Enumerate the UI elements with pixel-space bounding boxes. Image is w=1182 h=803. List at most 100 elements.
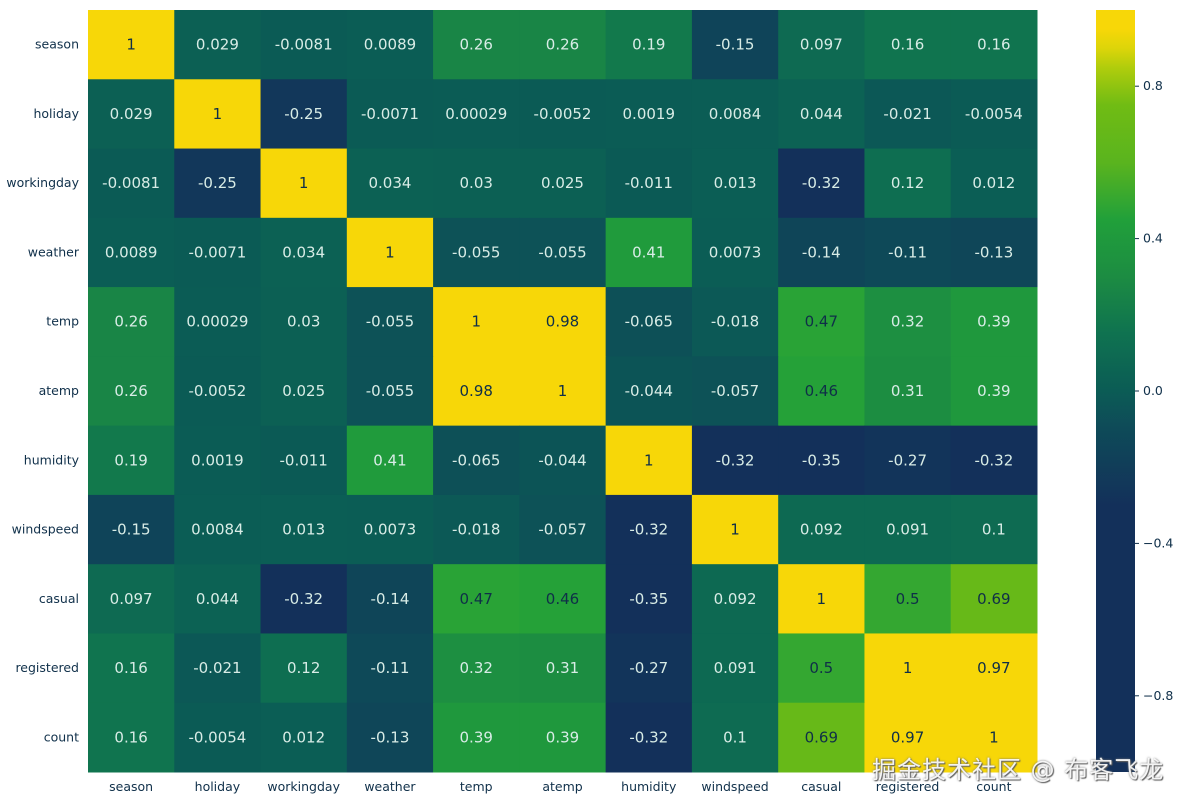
cell-value-label: 1 [385, 243, 395, 261]
cell-value-label: -0.14 [371, 590, 410, 608]
heatmap-cell-registered-temp [433, 633, 520, 704]
cell-value-label: 0.044 [800, 105, 843, 123]
cell-value-label: 0.41 [373, 451, 406, 469]
cell-value-label: -0.27 [888, 451, 927, 469]
heatmap-cell-casual-windspeed [691, 564, 779, 634]
heatmap-cell-windspeed-count [950, 494, 1038, 565]
cell-value-label: 0.32 [460, 659, 493, 677]
cell-value-label: -0.044 [538, 451, 586, 469]
cell-value-label: -0.11 [371, 659, 410, 677]
cell-value-label: 1 [644, 451, 654, 469]
cell-value-label: 0.16 [977, 36, 1010, 54]
heatmap-cell-humidity-workingday [260, 425, 348, 496]
heatmap-cell-atemp-casual [778, 356, 865, 427]
heatmap-cell-casual-holiday [174, 564, 262, 634]
cell-value-label: 0.26 [114, 313, 147, 331]
cell-value-label: 0.16 [114, 728, 147, 746]
heatmap-cell-workingday-holiday [174, 148, 262, 219]
heatmap-cell-count-weather [346, 702, 434, 773]
heatmap-cell-weather-workingday [260, 217, 348, 288]
cell-value-label: -0.0054 [965, 105, 1023, 123]
cell-value-label: 0.46 [546, 590, 579, 608]
heatmap-cell-season-windspeed [691, 10, 779, 80]
heatmap-cell-weather-temp [433, 217, 520, 288]
heatmap-cell-atemp-temp [433, 356, 520, 427]
cell-value-label: -0.35 [802, 451, 841, 469]
heatmap-cell-weather-count [950, 217, 1038, 288]
heatmap-cell-humidity-season [88, 425, 175, 496]
cell-value-label: 0.16 [114, 659, 147, 677]
heatmap-cell-count-humidity [605, 702, 693, 773]
cell-value-label: 1 [213, 105, 223, 123]
cell-value-label: 0.097 [110, 590, 153, 608]
cell-value-label: -0.065 [625, 313, 673, 331]
heatmap-cell-season-weather [346, 10, 434, 80]
cell-value-label: -0.011 [625, 174, 673, 192]
cell-value-label: 0.41 [632, 243, 665, 261]
cell-value-label: 0.16 [891, 36, 924, 54]
y-tick-label: count [44, 729, 79, 744]
y-tick-label: workingday [6, 175, 79, 190]
heatmap-cell-season-season [88, 10, 175, 80]
x-tick-label: windspeed [701, 779, 768, 794]
heatmap-cell-holiday-atemp [519, 79, 607, 150]
heatmap-cell-casual-weather [346, 564, 434, 634]
cell-value-label: 0.98 [546, 313, 579, 331]
heatmap-cell-season-temp [433, 10, 520, 80]
heatmap-cell-windspeed-casual [778, 494, 865, 565]
cell-value-label: 1 [126, 36, 136, 54]
cell-value-label: -0.021 [193, 659, 241, 677]
heatmap-cell-temp-weather [346, 287, 434, 357]
cell-value-label: -0.044 [625, 382, 673, 400]
heatmap-cell-weather-season [88, 217, 175, 288]
heatmap-cell-holiday-workingday [260, 79, 348, 150]
heatmap-cell-workingday-windspeed [691, 148, 779, 219]
heatmap-cell-count-count [950, 702, 1038, 773]
heatmap-cell-season-holiday [174, 10, 262, 80]
heatmap-cell-atemp-weather [346, 356, 434, 427]
heatmap-cell-weather-atemp [519, 217, 607, 288]
cell-value-label: 0.31 [546, 659, 579, 677]
cell-value-label: 0.47 [460, 590, 493, 608]
y-tick-label: windspeed [12, 522, 79, 537]
heatmap-cell-casual-workingday [260, 564, 348, 634]
heatmap-cell-casual-atemp [519, 564, 607, 634]
heatmap-cell-season-workingday [260, 10, 348, 80]
cell-value-label: -0.32 [629, 521, 668, 539]
heatmap-cell-count-holiday [174, 702, 262, 773]
cell-value-label: 0.47 [805, 313, 838, 331]
cell-value-label: 0.69 [805, 728, 838, 746]
cell-value-label: 0.12 [891, 174, 924, 192]
heatmap-cell-atemp-workingday [260, 356, 348, 427]
heatmap-cell-weather-weather [346, 217, 434, 288]
cell-value-label: 0.19 [114, 451, 147, 469]
colorbar-gradient [1096, 10, 1135, 772]
heatmap-cell-windspeed-season [88, 494, 175, 565]
heatmap-cell-windspeed-humidity [605, 494, 693, 565]
cell-value-label: -0.0054 [188, 728, 246, 746]
cell-value-label: 0.5 [809, 659, 833, 677]
cell-value-label: 0.034 [282, 243, 325, 261]
heatmap-cell-temp-windspeed [691, 287, 779, 357]
cell-value-label: -0.32 [284, 590, 323, 608]
heatmap-cell-workingday-season [88, 148, 175, 219]
heatmap-cell-weather-registered [864, 217, 952, 288]
heatmap-cell-count-registered [864, 702, 952, 773]
cell-value-label: 1 [471, 313, 481, 331]
heatmap-annotations: 1 0.029 -0.0081 0.0089 0.26 0.26 0.19 -0.15 0.09… [102, 36, 1023, 747]
cell-value-label: 0.97 [977, 659, 1010, 677]
cell-value-label: -0.13 [974, 243, 1013, 261]
x-tick-label: humidity [621, 779, 677, 794]
heatmap-cell-windspeed-registered [864, 494, 952, 565]
heatmap-cell-registered-holiday [174, 633, 262, 704]
cell-value-label: -0.021 [883, 105, 931, 123]
colorbar-tick-label: −0.4 [1143, 535, 1173, 550]
cell-value-label: -0.0071 [361, 105, 419, 123]
y-tick-label: temp [46, 314, 79, 329]
heatmap-cell-count-workingday [260, 702, 348, 773]
cell-value-label: 0.26 [114, 382, 147, 400]
heatmap-cell-holiday-holiday [174, 79, 262, 150]
cell-value-label: 0.0089 [105, 243, 158, 261]
cell-value-label: -0.0081 [275, 36, 333, 54]
